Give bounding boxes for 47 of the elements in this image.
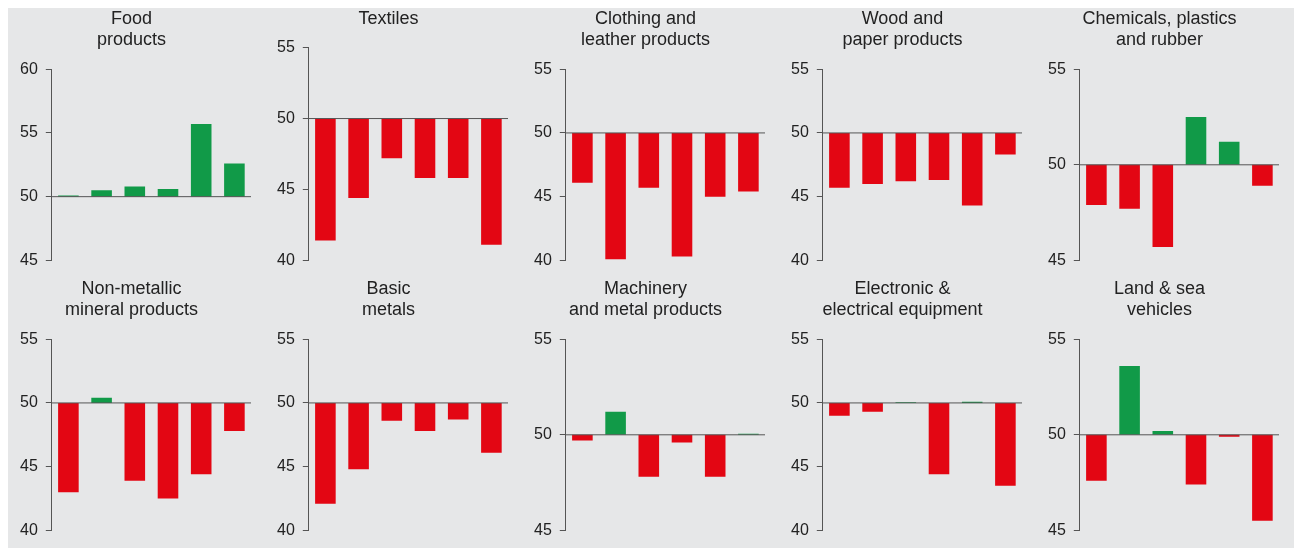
chart-title: Clothing and leather products <box>580 7 711 50</box>
chart-title: Electronic & electrical equipment <box>822 277 983 320</box>
y-tick-label: 55 <box>534 329 552 347</box>
y-tick-label: 40 <box>277 520 295 538</box>
y-tick-label: 55 <box>1048 329 1066 347</box>
y-tick-label: 45 <box>20 457 38 475</box>
y-tick-label: 50 <box>277 393 295 411</box>
chart-title: Basic metals <box>361 277 416 320</box>
chart-title: Chemicals, plastics and rubber <box>1082 7 1237 50</box>
y-tick-label: 40 <box>277 250 295 268</box>
y-tick-label: 55 <box>277 38 295 56</box>
y-tick-label: 50 <box>791 123 809 141</box>
y-tick-label: 55 <box>534 59 552 77</box>
y-tick-label: 45 <box>1048 520 1066 538</box>
y-tick-label: 55 <box>791 329 809 347</box>
y-tick-label: 45 <box>534 187 552 205</box>
y-tick-label: 50 <box>20 187 38 205</box>
chart-title: Wood and paper products <box>842 7 963 50</box>
chart-title: Non-metallic mineral products <box>64 277 199 320</box>
y-tick-label: 55 <box>20 329 38 347</box>
y-tick-label: 55 <box>1048 59 1066 77</box>
chart-title: Food products <box>96 7 167 50</box>
y-tick-label: 45 <box>277 457 295 475</box>
chart-title: Machinery and metal products <box>568 277 723 320</box>
y-tick-label: 50 <box>791 393 809 411</box>
y-tick-label: 55 <box>20 123 38 141</box>
y-tick-label: 45 <box>277 179 295 197</box>
y-tick-label: 55 <box>791 59 809 77</box>
chart-title: Land & sea vehicles <box>1113 277 1207 320</box>
y-tick-label: 40 <box>791 520 809 538</box>
y-tick-label: 50 <box>20 393 38 411</box>
y-tick-label: 50 <box>1048 155 1066 173</box>
y-tick-label: 60 <box>20 59 38 77</box>
y-tick-label: 40 <box>20 520 38 538</box>
y-tick-label: 45 <box>1048 250 1066 268</box>
chart-title: Textiles <box>358 7 419 28</box>
y-tick-label: 50 <box>1048 425 1066 443</box>
y-tick-label: 40 <box>791 250 809 268</box>
y-tick-label: 45 <box>791 457 809 475</box>
y-tick-label: 55 <box>277 329 295 347</box>
y-tick-label: 40 <box>534 250 552 268</box>
y-tick-label: 50 <box>534 123 552 141</box>
y-tick-label: 50 <box>534 425 552 443</box>
y-tick-label: 50 <box>277 108 295 126</box>
y-tick-label: 45 <box>791 187 809 205</box>
y-tick-label: 45 <box>20 250 38 268</box>
y-tick-label: 45 <box>534 520 552 538</box>
